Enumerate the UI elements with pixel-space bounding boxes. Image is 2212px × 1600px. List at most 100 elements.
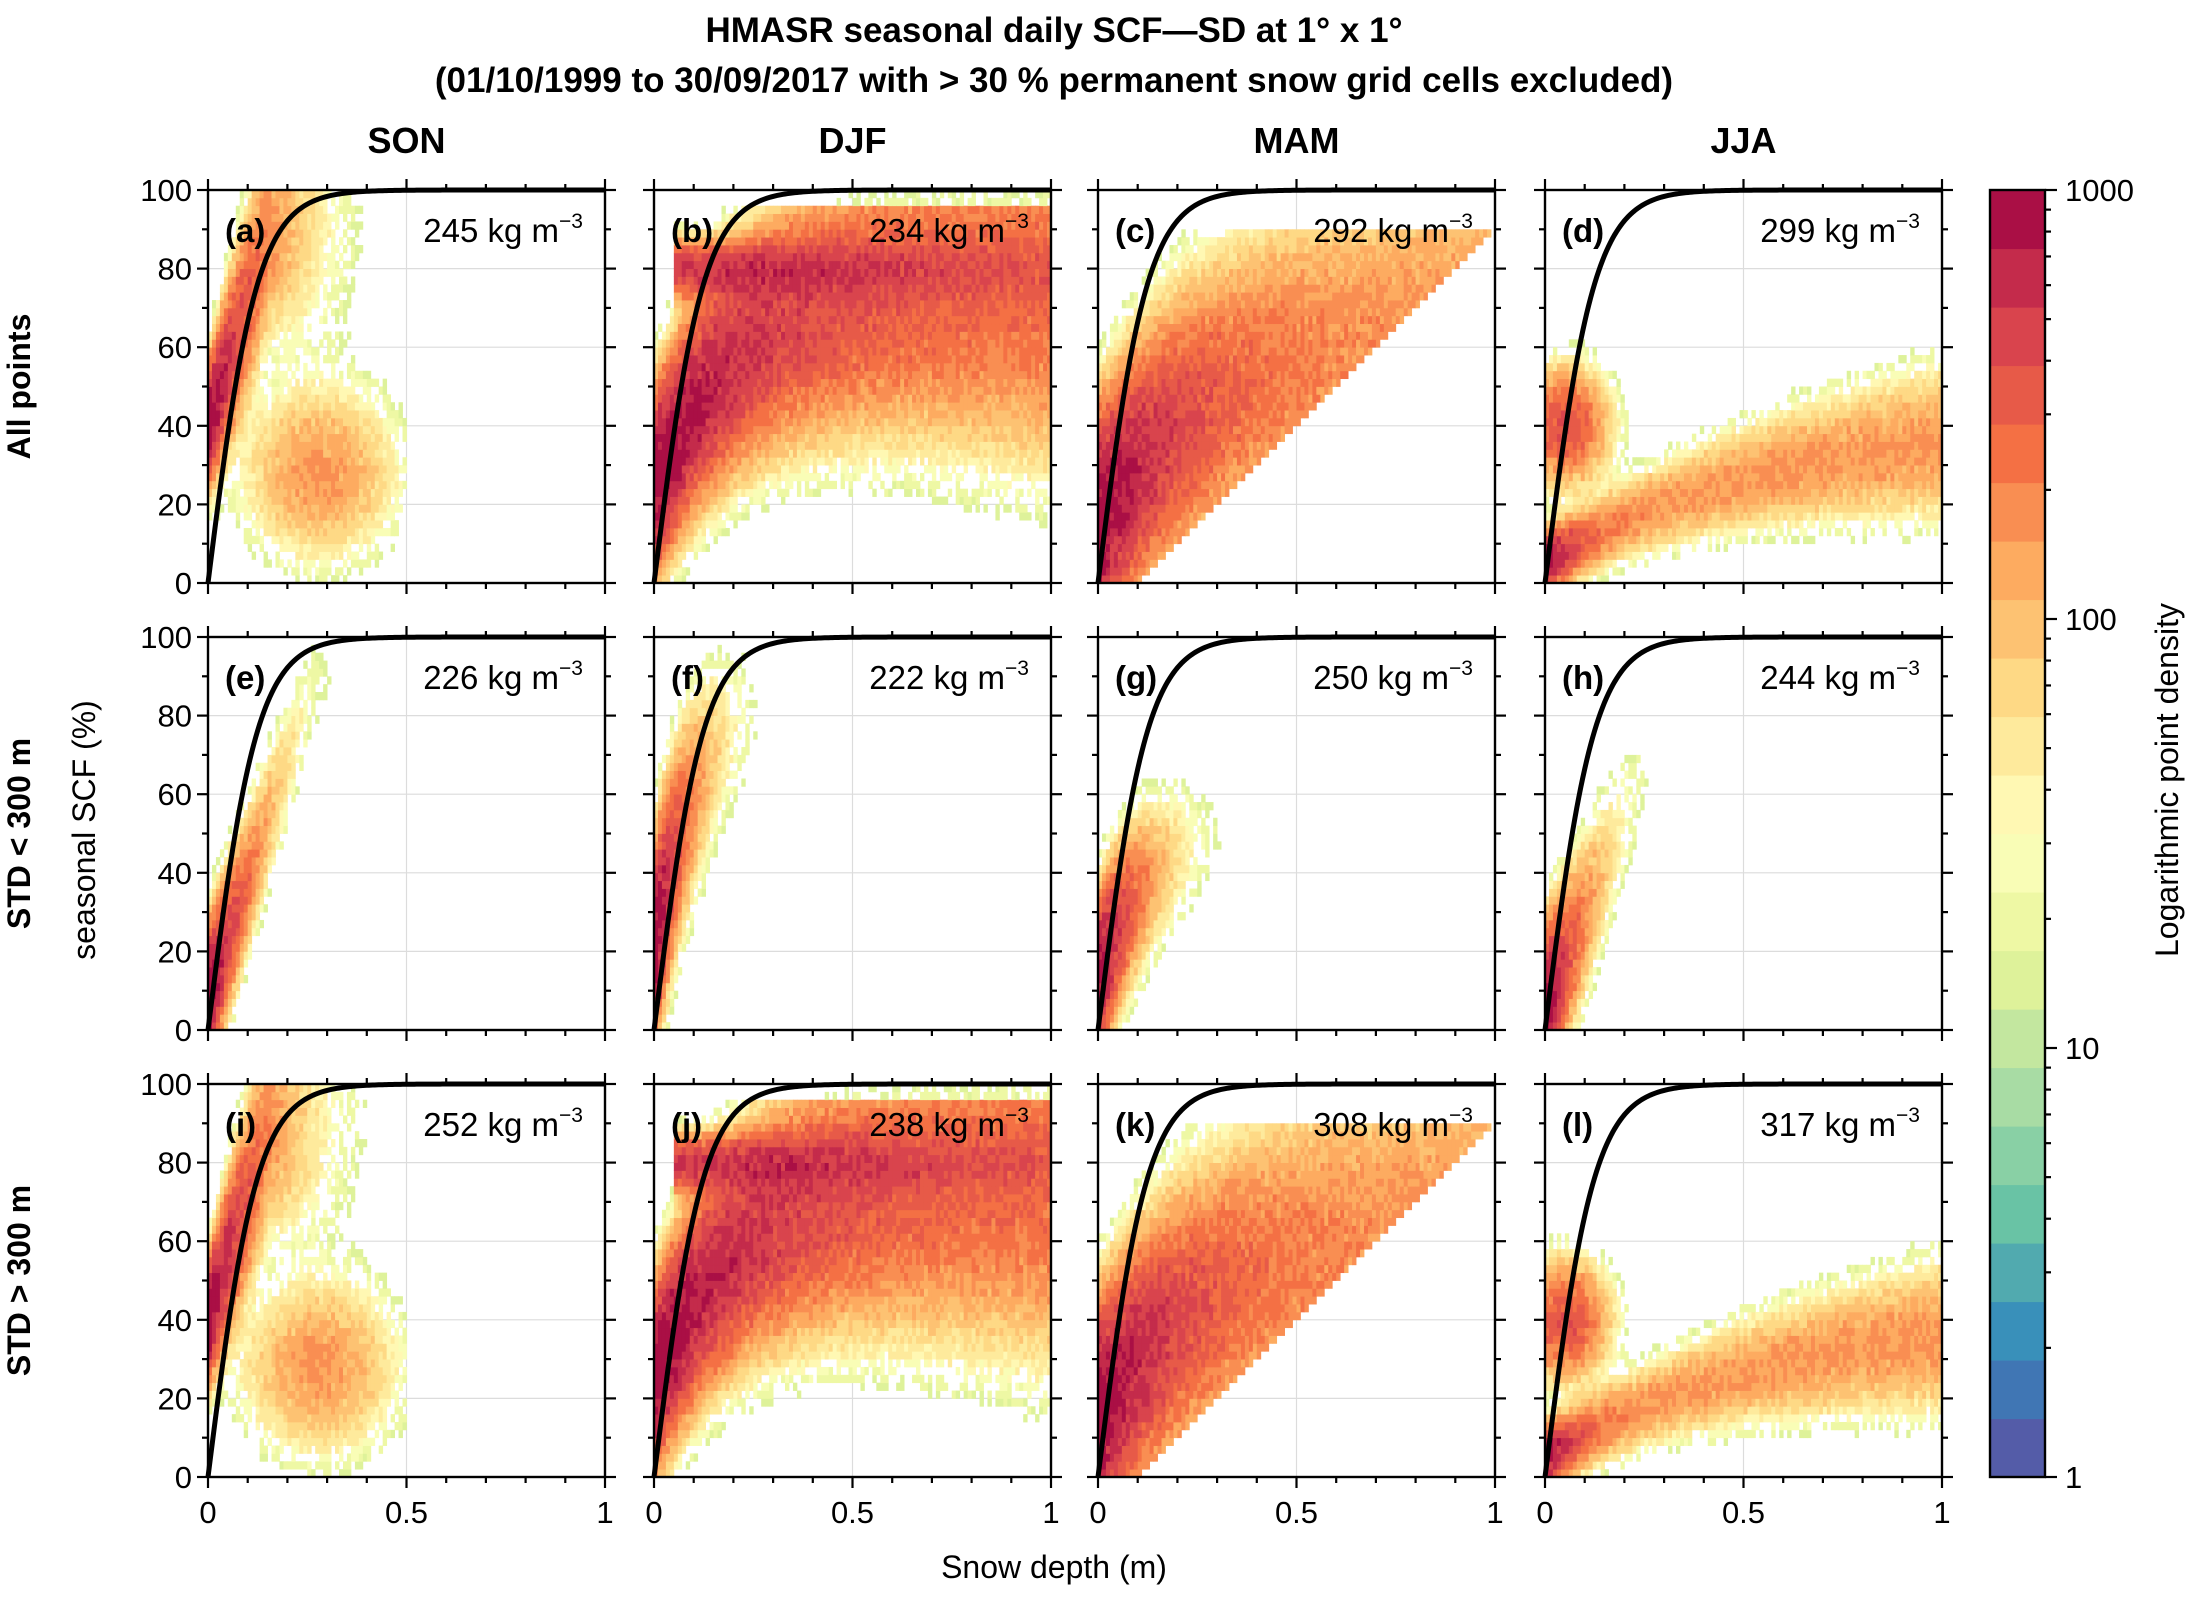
heatmap-cell (872, 213, 877, 222)
heatmap-cell (773, 221, 778, 230)
heatmap-cell (753, 370, 758, 380)
heatmap-cell (856, 213, 861, 222)
heatmap-cell (820, 213, 826, 222)
heatmap-cell (900, 378, 905, 387)
heatmap-cell (979, 260, 984, 269)
heatmap-cell (919, 457, 925, 466)
heatmap-cell (741, 417, 746, 427)
heatmap-cell (808, 370, 814, 380)
heatmap-cell (876, 472, 881, 482)
heatmap-cell (836, 339, 841, 348)
heatmap-cell (243, 245, 249, 254)
heatmap-cell (896, 284, 901, 293)
heatmap-cell (331, 449, 336, 458)
heatmap-cell (315, 527, 320, 537)
heatmap-cell (824, 221, 830, 230)
heatmap-cell (844, 307, 849, 317)
heatmap-cell (255, 520, 261, 529)
heatmap-cell (868, 292, 873, 301)
heatmap-cell (215, 394, 221, 403)
heatmap-cell (975, 260, 980, 269)
heatmap-cell (987, 488, 992, 497)
heatmap-cell (971, 394, 976, 403)
heatmap-cell (669, 323, 675, 332)
heatmap-cell (370, 433, 376, 442)
heatmap-cell (271, 268, 276, 277)
heatmap-cell (884, 260, 889, 269)
heatmap-cell (697, 331, 703, 340)
heatmap-cell (295, 559, 300, 568)
heatmap-cell (239, 307, 245, 317)
heatmap-cell (295, 551, 300, 560)
heatmap-cell (346, 425, 352, 435)
heatmap-cell (777, 221, 782, 230)
heatmap-cell (350, 276, 356, 285)
heatmap-cell (295, 315, 300, 325)
heatmap-cell (785, 370, 790, 380)
heatmap-cell (788, 417, 794, 427)
heatmap-cell (804, 441, 810, 450)
heatmap-cell (757, 237, 762, 246)
heatmap-cell (335, 567, 340, 576)
heatmap-cell (749, 213, 754, 222)
heatmap-cell (693, 323, 699, 332)
heatmap-cell (350, 465, 356, 474)
heatmap-cell (283, 417, 288, 427)
heatmap-cell (939, 449, 945, 458)
heatmap-cell (673, 323, 679, 332)
heatmap-cell (856, 197, 861, 207)
heatmap-cell (919, 221, 925, 230)
heatmap-cell (979, 315, 984, 325)
heatmap-cell (227, 378, 233, 387)
heatmap-cell (717, 355, 722, 364)
heatmap-cell (904, 370, 909, 380)
heatmap-cell (757, 315, 762, 325)
heatmap-cell (761, 213, 766, 222)
heatmap-cell (884, 213, 889, 222)
heatmap-cell (721, 504, 726, 513)
heatmap-cell (665, 355, 671, 364)
heatmap-cell (362, 504, 368, 513)
heatmap-cell (987, 402, 992, 411)
heatmap-cell (828, 213, 834, 222)
heatmap-cell (287, 465, 292, 474)
heatmap-cell (785, 480, 790, 490)
heatmap-cell (991, 221, 996, 230)
heatmap-cell (955, 355, 961, 364)
heatmap-cell (979, 300, 984, 309)
heatmap-cell (844, 378, 849, 387)
heatmap-cell (788, 260, 794, 269)
heatmap-cell (844, 221, 849, 230)
heatmap-cell (983, 197, 988, 207)
heatmap-cell (370, 378, 376, 387)
heatmap-cell (279, 394, 284, 403)
heatmap-cell (737, 268, 742, 277)
heatmap-cell (319, 535, 324, 545)
heatmap-cell (900, 425, 905, 435)
heatmap-cell (215, 386, 221, 395)
heatmap-cell (884, 292, 889, 301)
heatmap-cell (812, 331, 818, 340)
heatmap-cell (713, 292, 718, 301)
heatmap-cell (931, 245, 937, 254)
heatmap-cell (251, 229, 257, 238)
heatmap-cell (251, 402, 257, 411)
heatmap-cell (346, 362, 352, 372)
heatmap-cell (323, 378, 328, 387)
heatmap-cell (335, 520, 340, 529)
heatmap-cell (689, 425, 695, 435)
heatmap-cell (339, 276, 344, 285)
heatmap-cell (832, 300, 838, 309)
heatmap-cell (769, 449, 774, 458)
heatmap-cell (852, 362, 857, 372)
heatmap-cell (729, 268, 734, 277)
heatmap-cell (299, 292, 304, 301)
heatmap-cell (654, 472, 659, 482)
heatmap-cell (342, 315, 348, 325)
heatmap-cell (971, 284, 976, 293)
heatmap-cell (757, 449, 762, 458)
heatmap-cell (947, 268, 953, 277)
heatmap-cell (366, 378, 372, 387)
heatmap-cell (709, 457, 714, 466)
heatmap-cell (939, 425, 945, 435)
